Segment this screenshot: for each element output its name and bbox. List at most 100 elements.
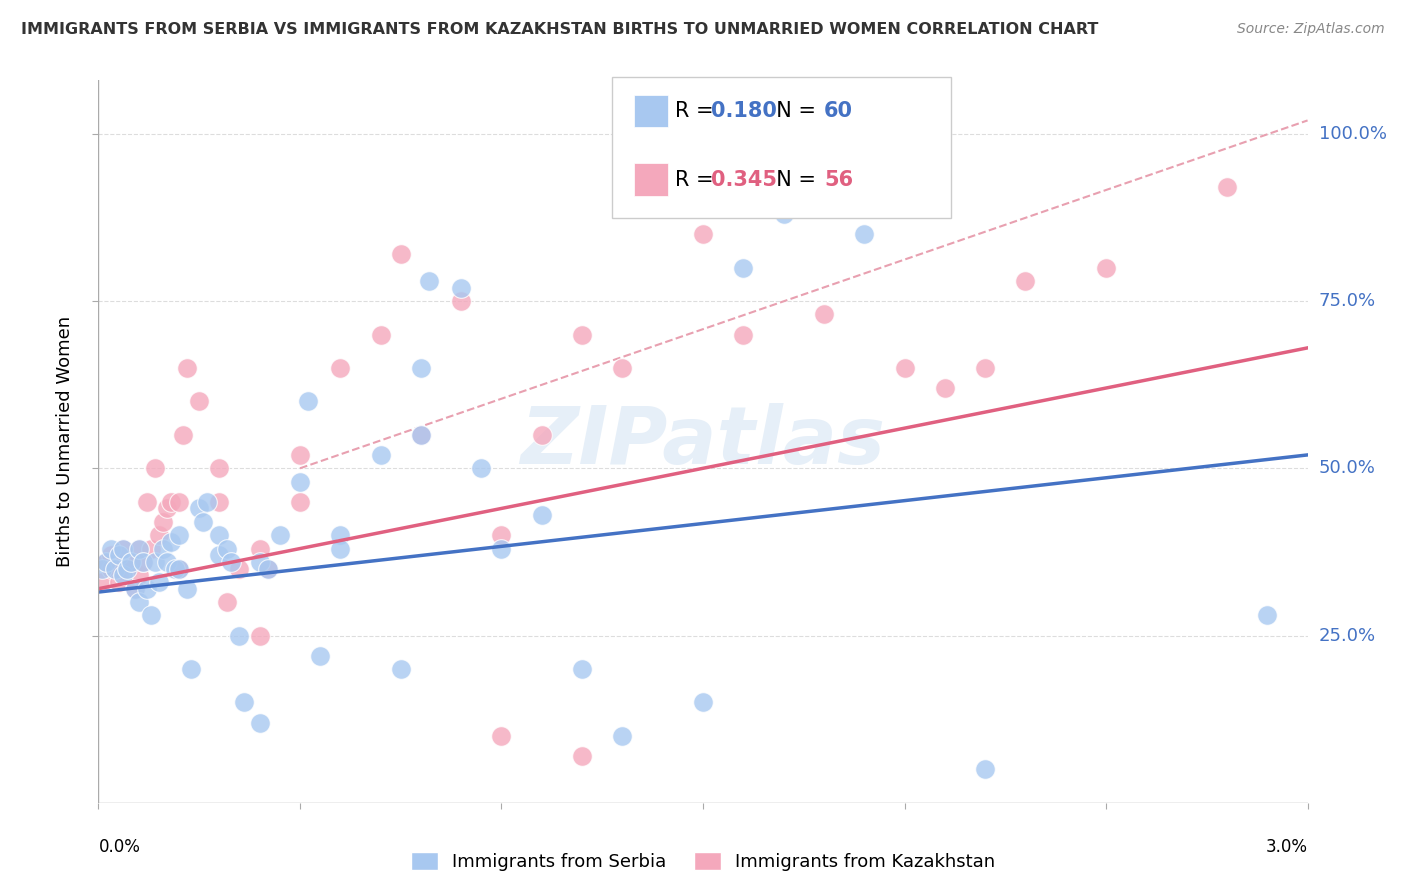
FancyBboxPatch shape [634, 95, 668, 128]
FancyBboxPatch shape [634, 163, 668, 196]
Point [450, 294, 472, 309]
Point [124, 582, 146, 596]
Point [571, 327, 593, 342]
Point [256, 562, 278, 576]
Point [135, 582, 157, 596]
Point [111, 568, 134, 582]
Point [91, 575, 114, 590]
Point [180, 662, 202, 676]
Point [772, 194, 794, 208]
Point [491, 541, 513, 556]
Point [288, 448, 311, 462]
Point [232, 696, 254, 710]
Point [974, 762, 997, 776]
Point [128, 595, 150, 609]
Point [571, 749, 593, 764]
Point [329, 361, 352, 376]
Point [208, 548, 231, 563]
Point [409, 427, 432, 442]
Text: 75.0%: 75.0% [1319, 292, 1376, 310]
Point [1256, 608, 1278, 623]
Point [288, 494, 311, 508]
Point [370, 448, 392, 462]
Point [256, 562, 278, 576]
Text: 25.0%: 25.0% [1319, 626, 1376, 645]
Point [132, 555, 155, 569]
Point [132, 555, 155, 569]
Point [128, 568, 150, 582]
Point [370, 327, 392, 342]
Point [389, 247, 412, 261]
Point [115, 562, 138, 576]
Point [329, 541, 352, 556]
Point [249, 555, 271, 569]
Point [128, 541, 150, 556]
Point [193, 515, 215, 529]
Point [135, 494, 157, 508]
Point [208, 494, 231, 508]
Point [1095, 260, 1118, 275]
Point [100, 562, 122, 576]
Point [217, 541, 239, 556]
Point [167, 528, 190, 542]
Point [530, 508, 553, 523]
Point [571, 662, 593, 676]
Point [221, 555, 243, 569]
Point [152, 515, 174, 529]
Point [167, 562, 190, 576]
Y-axis label: Births to Unmarried Women: Births to Unmarried Women [56, 316, 75, 567]
Point [1014, 274, 1036, 288]
Point [120, 555, 142, 569]
Point [733, 260, 755, 275]
Point [217, 595, 239, 609]
Point [612, 361, 634, 376]
Point [188, 394, 211, 409]
Text: N =: N = [763, 102, 823, 121]
Point [111, 541, 134, 556]
Point [893, 361, 915, 376]
Text: 60: 60 [824, 102, 853, 121]
Point [249, 715, 271, 730]
Point [100, 541, 122, 556]
Text: 50.0%: 50.0% [1319, 459, 1375, 477]
Point [491, 528, 513, 542]
Point [309, 648, 332, 663]
Point [228, 562, 250, 576]
Point [813, 307, 835, 322]
Point [160, 534, 183, 549]
Point [156, 555, 179, 569]
Point [228, 628, 250, 642]
Point [172, 427, 194, 442]
Point [249, 541, 271, 556]
Point [530, 427, 553, 442]
Point [195, 494, 218, 508]
Point [139, 541, 162, 556]
Point [409, 361, 432, 376]
Point [167, 562, 190, 576]
Point [167, 494, 190, 508]
Point [120, 555, 142, 569]
Point [96, 555, 118, 569]
Legend: Immigrants from Serbia, Immigrants from Kazakhstan: Immigrants from Serbia, Immigrants from … [404, 845, 1002, 879]
Point [143, 555, 166, 569]
Point [692, 227, 714, 242]
Point [160, 494, 183, 508]
Point [128, 541, 150, 556]
Point [288, 475, 311, 489]
FancyBboxPatch shape [613, 77, 950, 218]
Point [974, 361, 997, 376]
Point [418, 274, 440, 288]
Point [491, 729, 513, 743]
Text: Source: ZipAtlas.com: Source: ZipAtlas.com [1237, 22, 1385, 37]
Point [733, 327, 755, 342]
Text: ZIPatlas: ZIPatlas [520, 402, 886, 481]
Point [152, 541, 174, 556]
Point [269, 528, 291, 542]
Point [115, 562, 138, 576]
Point [148, 575, 170, 590]
Point [156, 501, 179, 516]
Point [612, 729, 634, 743]
Text: 56: 56 [824, 170, 853, 190]
Point [96, 555, 118, 569]
Point [111, 541, 134, 556]
